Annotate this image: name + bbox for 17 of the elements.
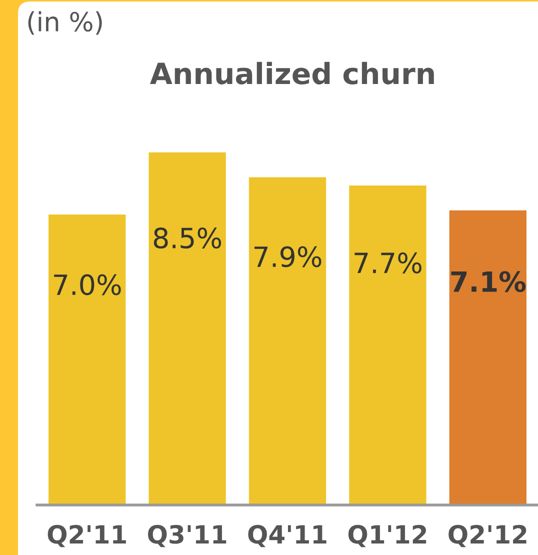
x-tick-label: Q3'11 [148, 524, 226, 548]
chart-title: Annualized churn [150, 62, 434, 84]
data-label: 7.7% [354, 252, 422, 274]
bar [349, 186, 426, 505]
bar [148, 152, 226, 505]
data-label: 7.9% [254, 246, 322, 268]
x-tick-label: Q2'12 [448, 524, 526, 548]
x-tick-label: Q2'11 [48, 524, 126, 548]
bar [248, 177, 326, 505]
data-label: 7.0% [54, 274, 121, 296]
text: (in %) [28, 11, 102, 35]
bar [48, 214, 126, 505]
x-tick-label: Q1'12 [348, 524, 426, 548]
data-label: 8.5% [154, 228, 222, 249]
x-tick-label: Q4'11 [248, 524, 326, 548]
bar [449, 210, 526, 505]
data-label: 7.1% [451, 271, 526, 292]
